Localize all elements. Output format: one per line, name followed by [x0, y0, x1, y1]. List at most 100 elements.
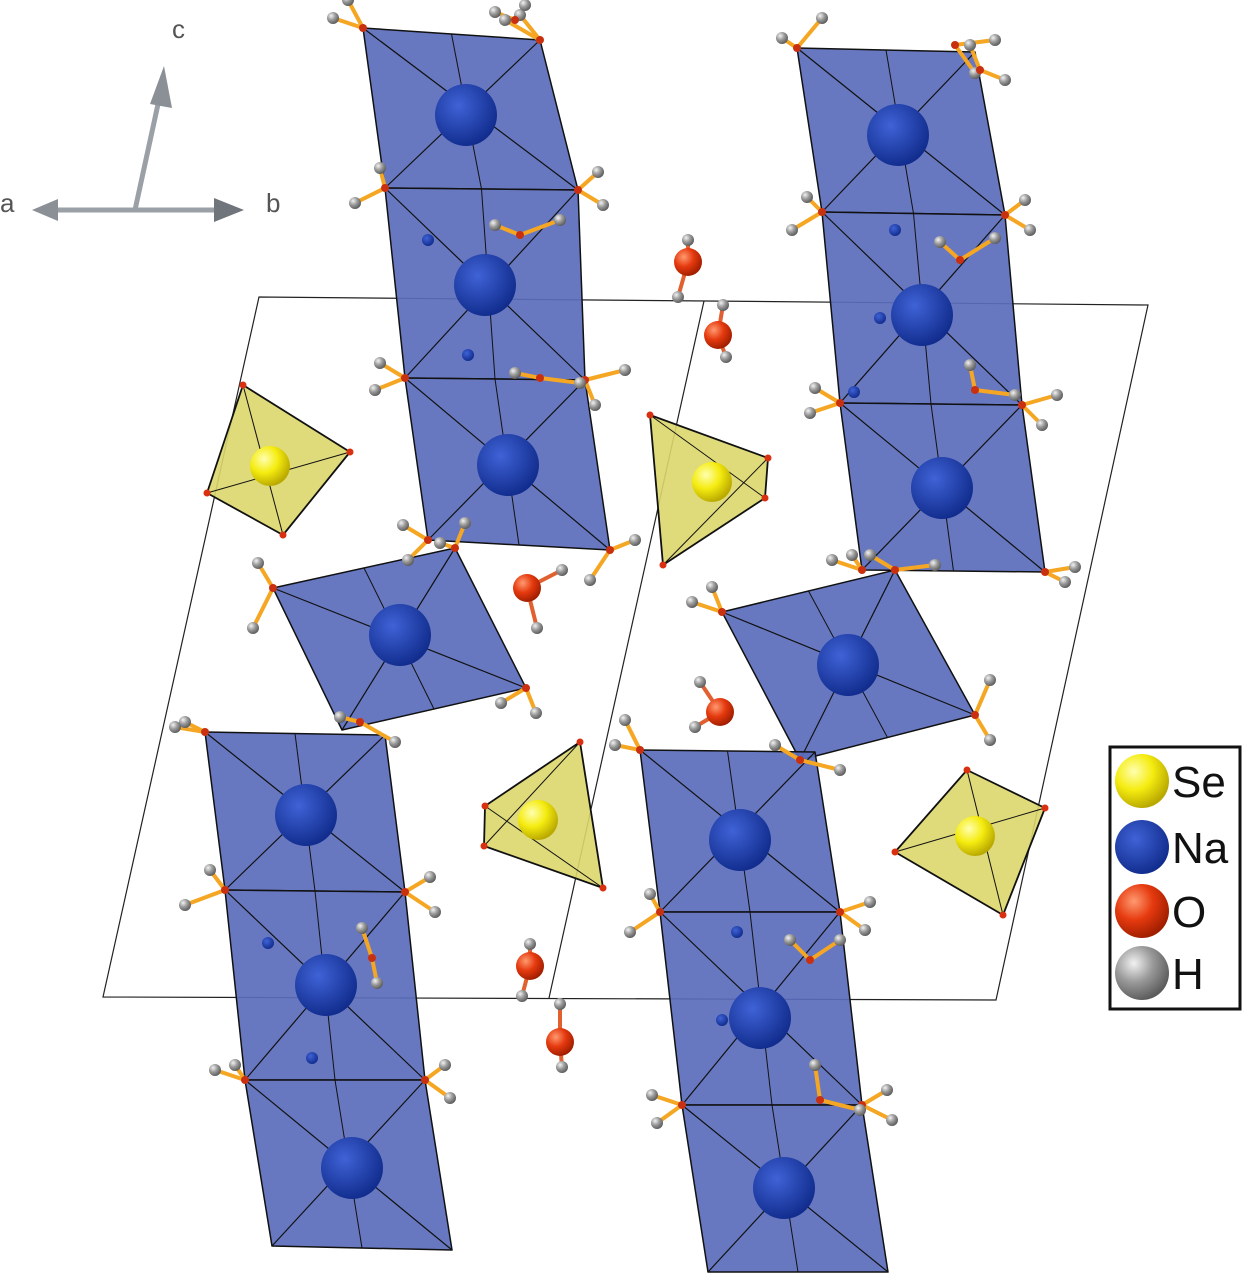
h-atom	[1009, 389, 1021, 401]
o-h-bond	[795, 16, 824, 50]
h-atom	[369, 384, 381, 396]
h-atom	[519, 0, 531, 11]
h-atom	[524, 938, 536, 950]
o-vertex-atom	[599, 884, 607, 892]
o-h-bond	[403, 890, 437, 914]
h-atom	[984, 674, 996, 686]
h-atom	[374, 357, 386, 369]
h-atom	[1024, 224, 1036, 236]
o-vertex-atom	[346, 448, 354, 456]
o-atom	[424, 536, 432, 544]
o-vertex-atom	[659, 561, 667, 569]
o-atom	[1001, 211, 1009, 219]
legend-h-icon	[1115, 946, 1169, 1000]
h-atom	[424, 871, 436, 883]
h-atom	[169, 721, 181, 733]
o-atom	[818, 208, 826, 216]
o-h-bond	[583, 368, 627, 382]
h-atom	[816, 12, 828, 24]
na-atom	[295, 954, 357, 1016]
water-o-atom	[516, 952, 544, 980]
h-atom	[204, 864, 216, 876]
h-atom	[516, 990, 528, 1002]
o-atom	[574, 186, 582, 194]
o-atom	[201, 728, 209, 736]
tetrahedron-edge	[483, 741, 581, 847]
o-atom	[536, 36, 544, 44]
h-atom	[397, 519, 409, 531]
o-h-bond	[808, 938, 842, 962]
legend: Se Na O H	[1108, 745, 1242, 1011]
polyhedra-layer	[204, 27, 1046, 1273]
o-vertex-atom	[239, 381, 247, 389]
o-vertex-atom	[203, 489, 211, 497]
h-atom	[459, 517, 471, 529]
o-vertex-atom	[279, 531, 287, 539]
o-vertex-atom	[1041, 804, 1049, 812]
se-atom	[955, 816, 995, 856]
na-atom-small	[848, 386, 860, 398]
h-atom	[1019, 194, 1031, 206]
legend-o-icon	[1115, 884, 1169, 938]
h-atom	[439, 1059, 451, 1071]
o-h-bond	[798, 758, 842, 772]
h-atom	[809, 382, 821, 394]
axis-b-label: b	[266, 188, 280, 218]
o-atom	[796, 756, 804, 764]
o-atom	[511, 16, 519, 24]
se-atom	[692, 462, 732, 502]
h-atom	[784, 934, 796, 946]
h-atom	[252, 557, 264, 569]
h-atom	[444, 1092, 456, 1104]
h-atom	[489, 219, 501, 231]
h-atom	[574, 377, 586, 389]
h-atom	[804, 407, 816, 419]
h-atom	[881, 1084, 893, 1096]
o-atom	[241, 1076, 249, 1084]
h-atom	[776, 32, 788, 44]
h-atom	[554, 998, 566, 1010]
h-atom	[597, 199, 609, 211]
o-h-bond	[251, 586, 275, 630]
h-atom	[342, 0, 354, 6]
h-atom	[864, 549, 876, 561]
h-atom	[556, 1061, 568, 1073]
axis-c-arrowhead	[150, 66, 172, 108]
water-o-atom	[674, 248, 702, 276]
na-atom	[454, 254, 516, 316]
h-atom	[864, 896, 876, 908]
water-o-atom	[706, 698, 734, 726]
h-atom	[720, 351, 732, 363]
h-atom	[589, 399, 601, 411]
o-atom	[606, 546, 614, 554]
h-atom	[229, 1059, 241, 1071]
water-o-atom	[704, 321, 732, 349]
h-atom	[834, 934, 846, 946]
o-atom	[718, 608, 726, 616]
o-atom	[956, 256, 964, 264]
h-atom	[859, 924, 871, 936]
o-atom	[636, 746, 644, 754]
o-h-bond	[973, 678, 992, 717]
o-atom	[806, 956, 814, 964]
h-atom	[489, 6, 501, 18]
unit-cell-divider	[548, 300, 705, 999]
o-h-bond	[358, 720, 397, 744]
o-h-bond	[518, 218, 562, 237]
o-atom	[971, 711, 979, 719]
h-atom	[389, 736, 401, 748]
h-atom	[706, 581, 718, 593]
o-h-bond	[628, 910, 662, 934]
h-atom	[801, 191, 813, 203]
na-atom-small	[731, 926, 743, 938]
axis-c-label: c	[172, 14, 185, 44]
h-atom	[592, 166, 604, 178]
h-atom	[672, 291, 684, 303]
o-atom	[522, 684, 530, 692]
o-h-bond	[183, 888, 227, 907]
water-o-atom	[513, 574, 541, 602]
h-atom	[1036, 419, 1048, 431]
h-atom	[644, 888, 656, 900]
